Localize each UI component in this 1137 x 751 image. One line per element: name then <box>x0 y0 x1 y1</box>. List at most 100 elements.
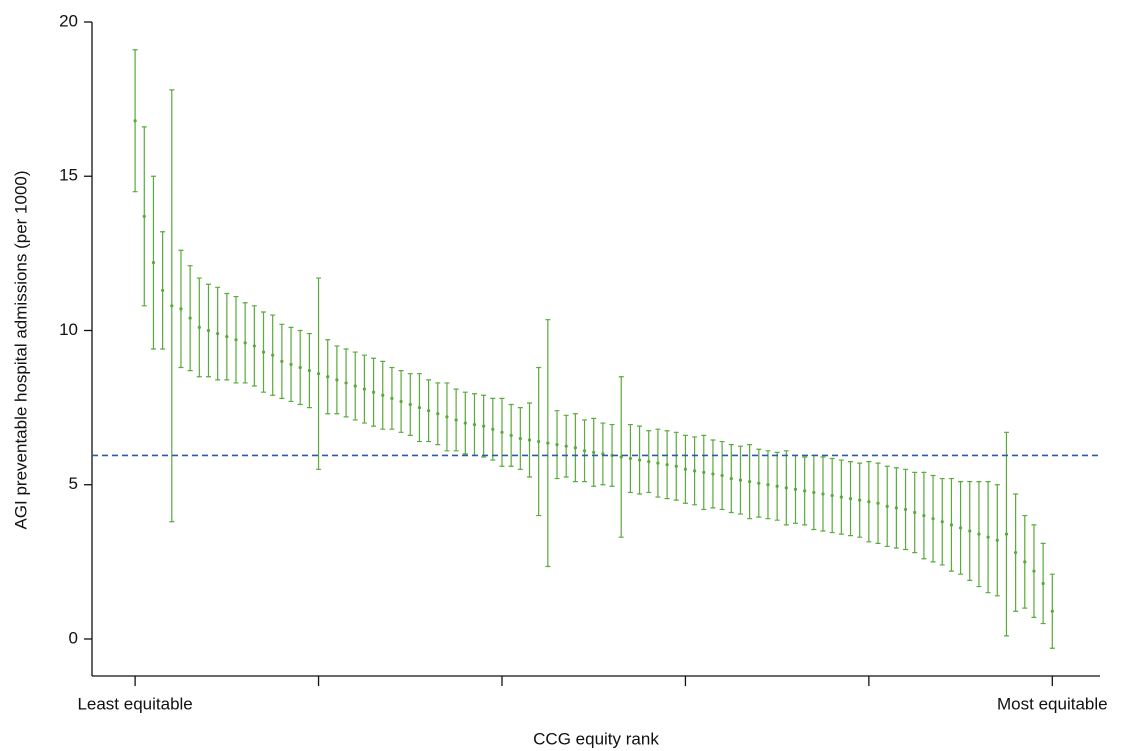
point <box>564 444 568 448</box>
point <box>949 523 954 527</box>
point <box>977 532 981 536</box>
point <box>482 424 486 428</box>
x-axis-label: CCG equity rank <box>533 729 659 748</box>
point <box>702 470 706 474</box>
point <box>243 341 247 345</box>
point <box>436 412 440 416</box>
y-tick-label: 0 <box>69 628 78 647</box>
point <box>307 368 311 373</box>
point <box>133 119 137 123</box>
point <box>720 473 724 478</box>
point <box>1023 560 1027 564</box>
point <box>876 501 880 505</box>
point <box>298 365 302 370</box>
point <box>362 387 367 391</box>
point <box>582 449 587 453</box>
x-tick-label: Least equitable <box>77 694 192 713</box>
point <box>509 433 513 437</box>
point <box>555 443 559 447</box>
point <box>738 478 743 482</box>
point <box>170 304 174 308</box>
point <box>252 344 256 348</box>
point <box>289 362 293 367</box>
point <box>830 493 834 498</box>
point <box>729 476 733 481</box>
point <box>527 438 532 442</box>
point <box>748 480 752 484</box>
point <box>216 331 220 336</box>
point <box>775 484 779 488</box>
point <box>454 418 458 422</box>
point <box>1032 569 1036 573</box>
point <box>326 375 330 379</box>
point <box>592 450 596 454</box>
point <box>518 436 522 441</box>
point <box>784 486 788 490</box>
point <box>316 372 321 376</box>
point <box>463 421 467 425</box>
point <box>445 415 449 419</box>
point <box>188 316 192 320</box>
point <box>1004 532 1009 536</box>
y-axis-label: AGI preventable hospital admissions (per… <box>11 170 30 529</box>
point <box>206 328 211 333</box>
point <box>894 506 898 510</box>
point <box>1041 581 1045 586</box>
y-tick-label: 5 <box>69 474 78 493</box>
point <box>197 325 201 330</box>
point <box>628 456 632 461</box>
point <box>821 492 825 496</box>
point <box>858 498 862 502</box>
point <box>399 399 403 404</box>
point <box>683 467 688 471</box>
point <box>335 378 339 382</box>
point <box>472 422 477 427</box>
point <box>757 481 761 485</box>
point <box>647 459 651 464</box>
point <box>1014 551 1018 555</box>
point <box>931 517 935 521</box>
point <box>940 520 944 524</box>
point <box>692 469 697 473</box>
point <box>711 472 715 476</box>
point <box>766 483 770 487</box>
point <box>656 461 660 465</box>
point <box>381 393 385 397</box>
point <box>546 441 550 445</box>
point <box>995 538 999 542</box>
point <box>151 261 156 265</box>
point <box>390 396 394 400</box>
point <box>922 513 926 518</box>
point <box>353 384 357 388</box>
x-tick-label: Most equitable <box>997 694 1108 713</box>
point <box>408 402 412 407</box>
point <box>161 288 165 292</box>
point <box>958 526 963 530</box>
y-tick-label: 20 <box>59 11 78 30</box>
point <box>573 446 577 450</box>
point <box>417 406 422 410</box>
point <box>371 390 376 394</box>
point <box>968 529 972 533</box>
point <box>271 353 275 357</box>
point <box>179 307 183 311</box>
point <box>913 510 917 515</box>
point <box>261 350 266 354</box>
point <box>867 500 871 504</box>
point <box>803 489 807 493</box>
point <box>674 464 678 468</box>
point <box>491 427 495 431</box>
point <box>344 381 348 385</box>
point <box>280 359 284 363</box>
point <box>1050 609 1054 613</box>
point <box>885 504 889 508</box>
y-tick-label: 10 <box>59 320 78 339</box>
point <box>812 490 816 495</box>
point <box>637 458 642 462</box>
point <box>665 463 669 467</box>
point <box>537 439 541 444</box>
point <box>427 409 431 413</box>
point <box>225 335 229 339</box>
point <box>848 497 853 501</box>
